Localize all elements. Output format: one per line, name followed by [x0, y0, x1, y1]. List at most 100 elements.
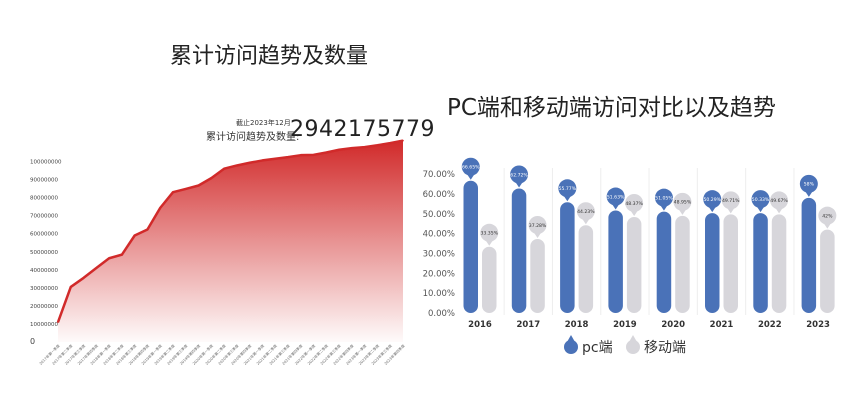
y-tick-label: 60.00% [423, 190, 455, 200]
label-bubble [606, 187, 625, 206]
legend-pc: pc端 [564, 335, 613, 357]
mobile-bar [771, 214, 787, 313]
data-point [376, 144, 379, 147]
mobile-bar [626, 216, 642, 313]
x-tick-label: 2022 [758, 320, 782, 330]
legend-mobile: 移动端 [626, 335, 686, 357]
mobile-drop-icon [626, 335, 640, 354]
total-value: 2942175779 [290, 117, 435, 142]
label-bubble [461, 157, 480, 176]
y-tick-label: 70.00% [423, 170, 455, 180]
data-point [287, 156, 289, 158]
data-label: 62.72% [510, 172, 528, 178]
total-label: 累计访问趋势及数量: [206, 132, 300, 143]
label-bubble [770, 191, 789, 210]
data-point [95, 267, 98, 269]
label-bubble [654, 188, 673, 207]
y-tick-label: 80000000 [30, 196, 58, 202]
label-bubble [751, 190, 770, 209]
data-point [172, 191, 174, 193]
data-label: 50.29% [703, 197, 721, 203]
label-bubble [721, 191, 740, 210]
y-tick-label: 40.00% [423, 230, 455, 240]
data-point [402, 139, 404, 142]
pc-bar [608, 210, 623, 313]
label-bubble [558, 179, 577, 198]
x-tick-label: 2016 [468, 320, 492, 330]
data-label: 66.65% [462, 164, 480, 170]
y-tick-label: 60000000 [30, 232, 58, 238]
data-point [133, 234, 136, 237]
data-point [82, 277, 85, 279]
y-tick-label: 50.00% [423, 210, 455, 220]
data-point [325, 151, 328, 154]
data-point [338, 148, 340, 151]
pc-bar [463, 180, 478, 313]
label-bubble [673, 192, 692, 211]
pc-bar [753, 213, 768, 313]
data-point [248, 161, 251, 164]
y-tick-label: 10000000 [30, 322, 58, 328]
pc-bar [656, 211, 672, 313]
data-label: 33.35% [480, 231, 498, 237]
data-point [108, 257, 110, 260]
data-label: 48.95% [674, 200, 692, 206]
y-tick-label: 10.00% [423, 289, 455, 299]
data-point [236, 164, 238, 167]
data-label: 37.28% [529, 223, 547, 229]
data-point [223, 167, 225, 170]
data-point [159, 207, 162, 209]
data-point [184, 188, 187, 190]
pc-bar [705, 213, 720, 313]
y-tick-label: 30000000 [30, 286, 58, 292]
y-tick-label: 30.00% [423, 249, 455, 259]
mobile-bar [675, 215, 690, 313]
data-label: 51.05% [655, 195, 673, 201]
pc-bar [511, 188, 527, 313]
data-label: 49.67% [770, 198, 788, 204]
data-label: 42% [822, 213, 833, 219]
x-tick-label: 2023 [806, 320, 830, 330]
date-note: 截止2023年12月 [236, 119, 291, 127]
data-label: 44.23% [577, 209, 595, 215]
cumulative-chart-title: 累计访问趋势及数量 [170, 44, 369, 69]
data-point [146, 228, 149, 231]
y-tick-label: 40000000 [30, 268, 58, 274]
label-bubble [703, 190, 722, 209]
y-tick-label: 0.00% [428, 309, 455, 319]
y-tick-label: 90000000 [30, 178, 58, 184]
data-point [351, 147, 353, 149]
y-tick-label: 0 [30, 337, 35, 346]
data-label: 50.33% [752, 197, 770, 203]
data-label: 49.71% [722, 198, 740, 204]
pc-drop-icon [564, 335, 578, 354]
y-tick-label: 70000000 [30, 214, 58, 220]
data-point [121, 253, 123, 256]
y-tick-label: 20.00% [423, 269, 455, 279]
legend-pc-label: pc端 [582, 340, 613, 356]
y-tick-label: 20000000 [30, 304, 58, 310]
mobile-bar [578, 225, 594, 313]
x-tick-label: 2017 [516, 320, 540, 330]
pc-mobile-chart-title: PC端和移动端访问对比以及趋势 [447, 95, 776, 121]
data-point [210, 177, 213, 179]
x-tick-label: 2020 [661, 320, 685, 330]
pc-bar [801, 197, 817, 313]
data-point [274, 157, 277, 160]
area-fill [58, 140, 403, 342]
data-point [312, 154, 315, 156]
data-label: 55.77% [559, 186, 577, 192]
data-label: 48.37% [625, 201, 643, 207]
data-label: 58% [804, 182, 815, 188]
data-point [57, 321, 59, 323]
label-bubble [625, 193, 644, 212]
mobile-bar [530, 238, 545, 313]
label-bubble [510, 165, 529, 184]
mobile-bar [723, 214, 738, 313]
data-point [261, 159, 264, 162]
x-tick-label: 2019 [613, 320, 637, 330]
label-bubble [528, 215, 547, 234]
data-point [197, 184, 200, 187]
pc-bar [560, 202, 575, 313]
x-tick-label: 2021 [710, 320, 734, 330]
